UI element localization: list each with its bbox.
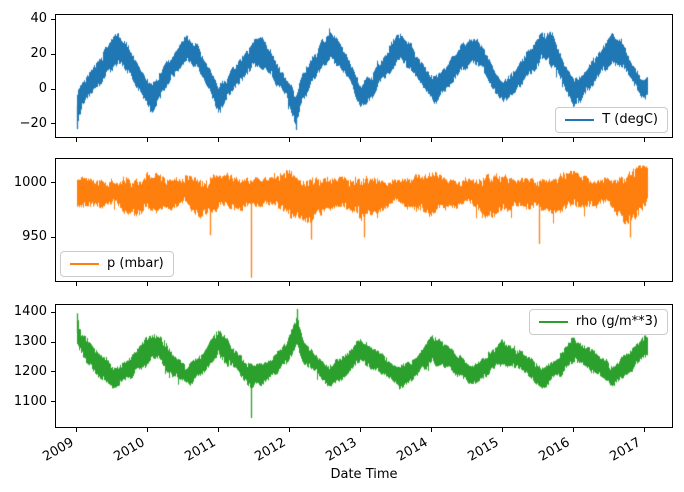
x-tick-mark (430, 282, 432, 286)
x-tick-mark (501, 428, 503, 432)
x-tick-mark (643, 428, 645, 432)
y-tick-mark (51, 18, 55, 20)
x-tick-mark (288, 282, 290, 286)
y-tick-label: 20 (30, 46, 47, 62)
x-tick-mark (218, 138, 220, 142)
x-tick-mark (572, 428, 574, 432)
y-tick-label: 1300 (13, 334, 47, 350)
x-tick-mark (76, 428, 78, 432)
y-tick-label: 950 (22, 229, 47, 245)
legend-pressure: p (mbar) (60, 251, 174, 277)
subplot-density: rho (g/m**3) 1400 1300 1200 1100 2009 2010 201… (14, 304, 673, 465)
x-tick-mark (218, 428, 220, 432)
x-tick-mark (288, 428, 290, 432)
pressure-legend-label: p (mbar) (107, 256, 164, 271)
y-tick-mark (51, 371, 55, 373)
y-tick-mark (51, 123, 55, 125)
x-tick-mark (76, 282, 78, 286)
x-tick-mark (359, 428, 361, 432)
y-tick-label: 1400 (13, 304, 47, 320)
x-tick-mark (572, 138, 574, 142)
x-tick-mark (359, 138, 361, 142)
x-tick-mark (147, 282, 149, 286)
y-tick-label: 1200 (13, 363, 47, 379)
x-tick-mark (643, 282, 645, 286)
pressure-legend-line-icon (70, 263, 99, 265)
y-tick-mark (51, 88, 55, 90)
y-tick-label: 40 (30, 11, 47, 27)
legend-density: rho (g/m**3) (528, 309, 668, 335)
y-tick-mark (51, 236, 55, 238)
x-tick-mark (359, 282, 361, 286)
y-tick-mark (51, 53, 55, 55)
x-tick-mark (501, 138, 503, 142)
x-tick-mark (76, 138, 78, 142)
x-tick-mark (147, 428, 149, 432)
y-tick-mark (51, 311, 55, 313)
y-tick-mark (51, 401, 55, 403)
y-tick-label: −20 (19, 115, 47, 131)
y-tick-label: 1000 (13, 174, 47, 190)
subplot-temperature: T (degC) 40 20 0 −20 (20, 11, 673, 142)
y-tick-label: 0 (38, 81, 47, 97)
x-tick-mark (288, 138, 290, 142)
temperature-legend-line-icon (565, 119, 595, 121)
y-tick-label: 1100 (13, 393, 47, 409)
subplot-pressure: p (mbar) 1000 950 (14, 158, 673, 286)
y-tick-mark (51, 182, 55, 184)
x-tick-mark (218, 282, 220, 286)
x-tick-mark (430, 138, 432, 142)
density-legend-line-icon (538, 321, 568, 323)
x-tick-mark (643, 138, 645, 142)
density-legend-label: rho (g/m**3) (575, 314, 658, 329)
x-tick-mark (147, 138, 149, 142)
legend-temperature: T (degC) (555, 107, 668, 133)
temperature-legend-label: T (degC) (602, 112, 658, 127)
x-tick-mark (430, 428, 432, 432)
x-tick-mark (501, 282, 503, 286)
x-tick-mark (572, 282, 574, 286)
x-axis-title: Date Time (330, 467, 398, 482)
y-tick-mark (51, 341, 55, 343)
